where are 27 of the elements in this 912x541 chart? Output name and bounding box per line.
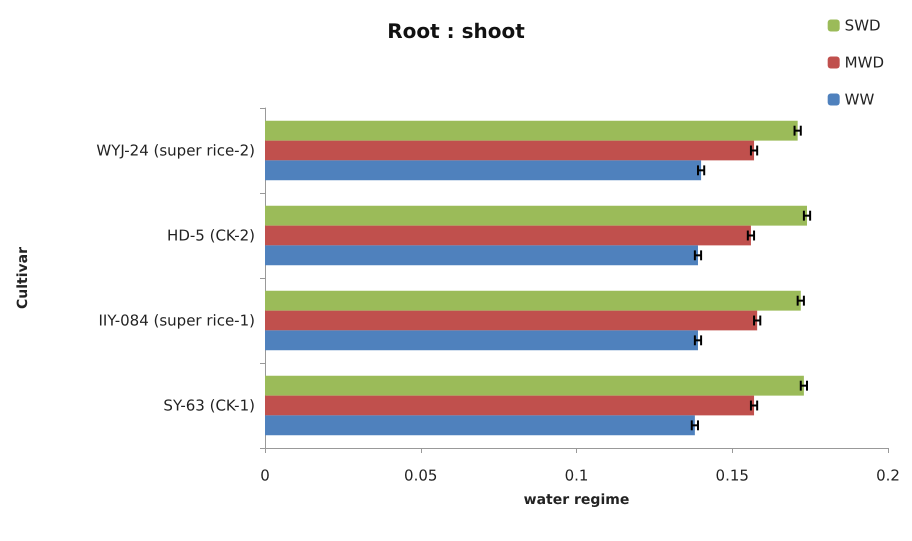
bar — [265, 226, 751, 246]
x-tick-label: 0.2 — [876, 466, 900, 484]
legend-label: MWD — [844, 54, 884, 72]
bar — [265, 245, 698, 266]
bar — [265, 330, 698, 350]
x-tick-label: 0.15 — [716, 466, 749, 484]
bar — [265, 396, 754, 416]
bar — [265, 310, 758, 330]
x-tick-label: 0 — [260, 466, 270, 484]
legend-label: WW — [844, 90, 875, 108]
x-tick-label: 0.1 — [564, 466, 588, 484]
bar — [265, 376, 804, 396]
y-tick-label: SY-63 (CK-1) — [163, 396, 255, 414]
y-tick-label: WYJ-24 (super rice-2) — [96, 142, 255, 160]
x-tick-label: 0.05 — [404, 466, 438, 484]
bar — [265, 415, 695, 436]
y-axis-title: Cultivar — [15, 246, 31, 310]
bar — [265, 290, 801, 311]
x-axis-title: water regime — [524, 492, 630, 508]
bar — [265, 206, 808, 226]
legend-label: SWD — [844, 16, 881, 34]
bar — [265, 120, 798, 141]
y-tick-label: IIY-084 (super rice-1) — [98, 312, 255, 330]
y-tick-label: HD-5 (CK-2) — [167, 226, 255, 244]
chart-title: Root : shoot — [387, 19, 526, 43]
bar — [265, 160, 702, 180]
bar — [265, 140, 754, 160]
